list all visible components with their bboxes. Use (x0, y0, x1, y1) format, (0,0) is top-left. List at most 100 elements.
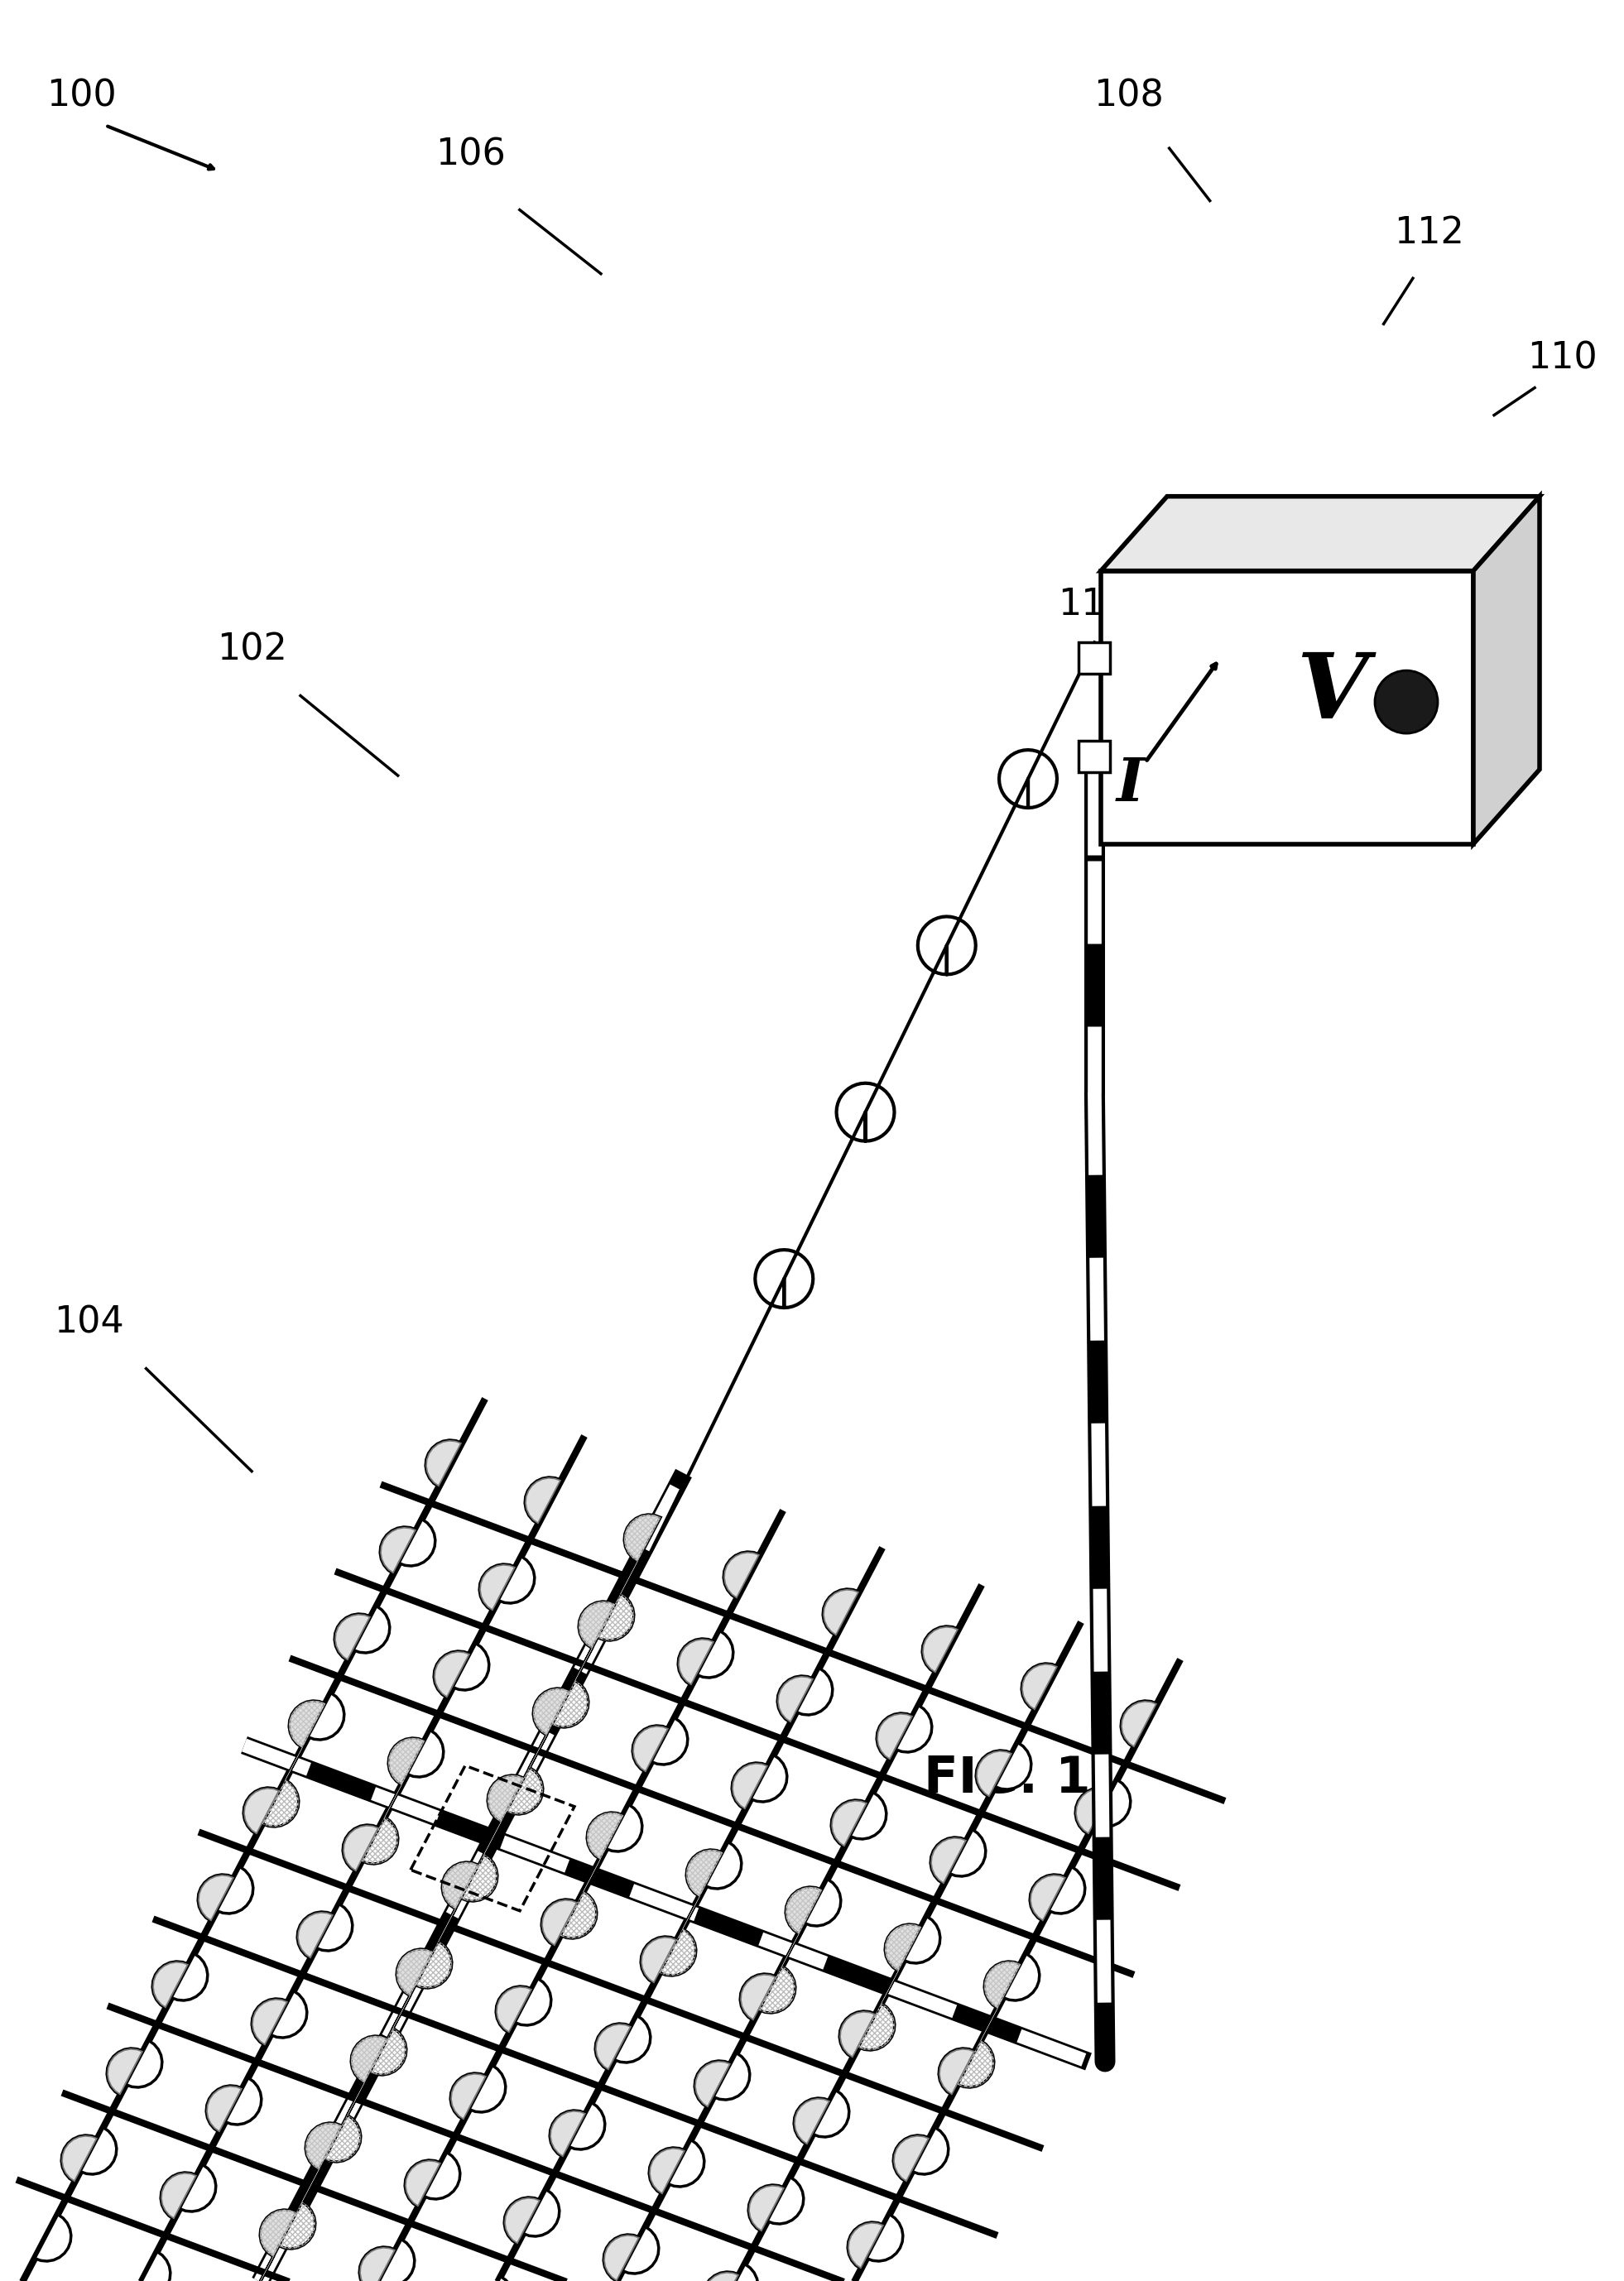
Polygon shape (617, 1727, 669, 1827)
Polygon shape (481, 1987, 533, 2087)
Polygon shape (950, 1750, 1012, 1877)
Polygon shape (633, 2149, 685, 2249)
Polygon shape (473, 1775, 525, 1877)
Polygon shape (378, 2160, 442, 2281)
Polygon shape (572, 1813, 624, 1914)
Polygon shape (807, 1590, 859, 1690)
Polygon shape (1095, 1702, 1158, 1827)
Polygon shape (867, 2135, 929, 2260)
Polygon shape (317, 1825, 378, 1950)
Polygon shape (825, 2012, 875, 2112)
Polygon shape (667, 2060, 731, 2187)
Polygon shape (93, 2048, 143, 2149)
Polygon shape (461, 1775, 525, 1900)
Polygon shape (1049, 1788, 1112, 1914)
Polygon shape (1101, 497, 1540, 570)
Polygon shape (291, 2124, 343, 2224)
Polygon shape (750, 1677, 814, 1802)
Polygon shape (697, 1551, 760, 1677)
Text: 100: 100 (45, 78, 117, 114)
Polygon shape (1473, 497, 1540, 844)
Polygon shape (226, 1998, 287, 2124)
Polygon shape (283, 1911, 333, 2012)
Polygon shape (309, 1615, 370, 1740)
Polygon shape (419, 1651, 471, 1752)
Polygon shape (453, 1565, 516, 1690)
Polygon shape (1106, 1702, 1158, 1802)
Polygon shape (229, 1788, 279, 1889)
Polygon shape (435, 2073, 487, 2174)
Polygon shape (625, 1937, 677, 2037)
Polygon shape (526, 1900, 578, 2000)
Polygon shape (552, 1601, 615, 1727)
Polygon shape (862, 1713, 913, 1813)
Polygon shape (336, 2037, 388, 2137)
Polygon shape (382, 1948, 434, 2051)
Polygon shape (713, 1973, 776, 2101)
Polygon shape (762, 1677, 814, 1777)
Text: 112: 112 (1393, 214, 1465, 251)
Text: V: V (1296, 650, 1367, 739)
Polygon shape (400, 1439, 461, 1567)
Polygon shape (534, 2110, 586, 2213)
Polygon shape (780, 2099, 830, 2199)
Polygon shape (724, 1973, 776, 2076)
Polygon shape (510, 1478, 562, 1578)
Polygon shape (721, 2185, 784, 2281)
Polygon shape (676, 2272, 739, 2281)
Circle shape (1376, 671, 1437, 734)
Polygon shape (320, 1615, 370, 1715)
Polygon shape (770, 1886, 822, 1989)
Bar (1078, 741, 1111, 773)
Polygon shape (849, 1713, 913, 1838)
Polygon shape (758, 1886, 822, 2012)
Polygon shape (328, 1825, 378, 1925)
Polygon shape (192, 2085, 242, 2187)
Polygon shape (734, 2185, 784, 2281)
Polygon shape (859, 1925, 921, 2051)
Polygon shape (464, 1565, 516, 1665)
Polygon shape (523, 2110, 586, 2235)
Polygon shape (1101, 570, 1473, 844)
Polygon shape (908, 1626, 958, 1727)
Polygon shape (577, 2235, 640, 2281)
Polygon shape (135, 2172, 197, 2281)
Polygon shape (271, 1911, 333, 2037)
Polygon shape (184, 1875, 234, 1975)
Polygon shape (916, 1838, 966, 1939)
Polygon shape (970, 1962, 1020, 2062)
Polygon shape (679, 2060, 731, 2162)
Polygon shape (416, 1861, 479, 1989)
Polygon shape (1060, 1788, 1112, 1889)
Polygon shape (333, 2247, 396, 2281)
Polygon shape (705, 1763, 768, 1889)
Polygon shape (344, 2247, 396, 2281)
Polygon shape (424, 2073, 487, 2199)
Polygon shape (362, 1738, 424, 1864)
Polygon shape (408, 1651, 471, 1777)
Polygon shape (996, 1663, 1057, 1788)
Polygon shape (812, 2012, 875, 2137)
Text: 102: 102 (216, 632, 287, 668)
Polygon shape (218, 1788, 279, 1914)
Text: 106: 106 (435, 137, 507, 173)
Polygon shape (905, 1838, 966, 1964)
Polygon shape (411, 1439, 461, 1542)
Polygon shape (34, 2135, 97, 2260)
Polygon shape (237, 1998, 287, 2101)
Text: 110: 110 (1527, 340, 1598, 376)
Polygon shape (518, 1688, 570, 1788)
Polygon shape (833, 2222, 883, 2281)
Polygon shape (651, 1638, 715, 1765)
Polygon shape (279, 2124, 343, 2249)
Polygon shape (274, 1702, 325, 1802)
Polygon shape (354, 1526, 416, 1654)
Text: I: I (1117, 755, 1145, 814)
Polygon shape (659, 1850, 723, 1975)
Polygon shape (180, 2085, 242, 2213)
Polygon shape (234, 2210, 296, 2281)
Polygon shape (588, 2235, 640, 2281)
Polygon shape (80, 2048, 143, 2174)
Polygon shape (879, 2135, 929, 2235)
Polygon shape (614, 1937, 677, 2062)
